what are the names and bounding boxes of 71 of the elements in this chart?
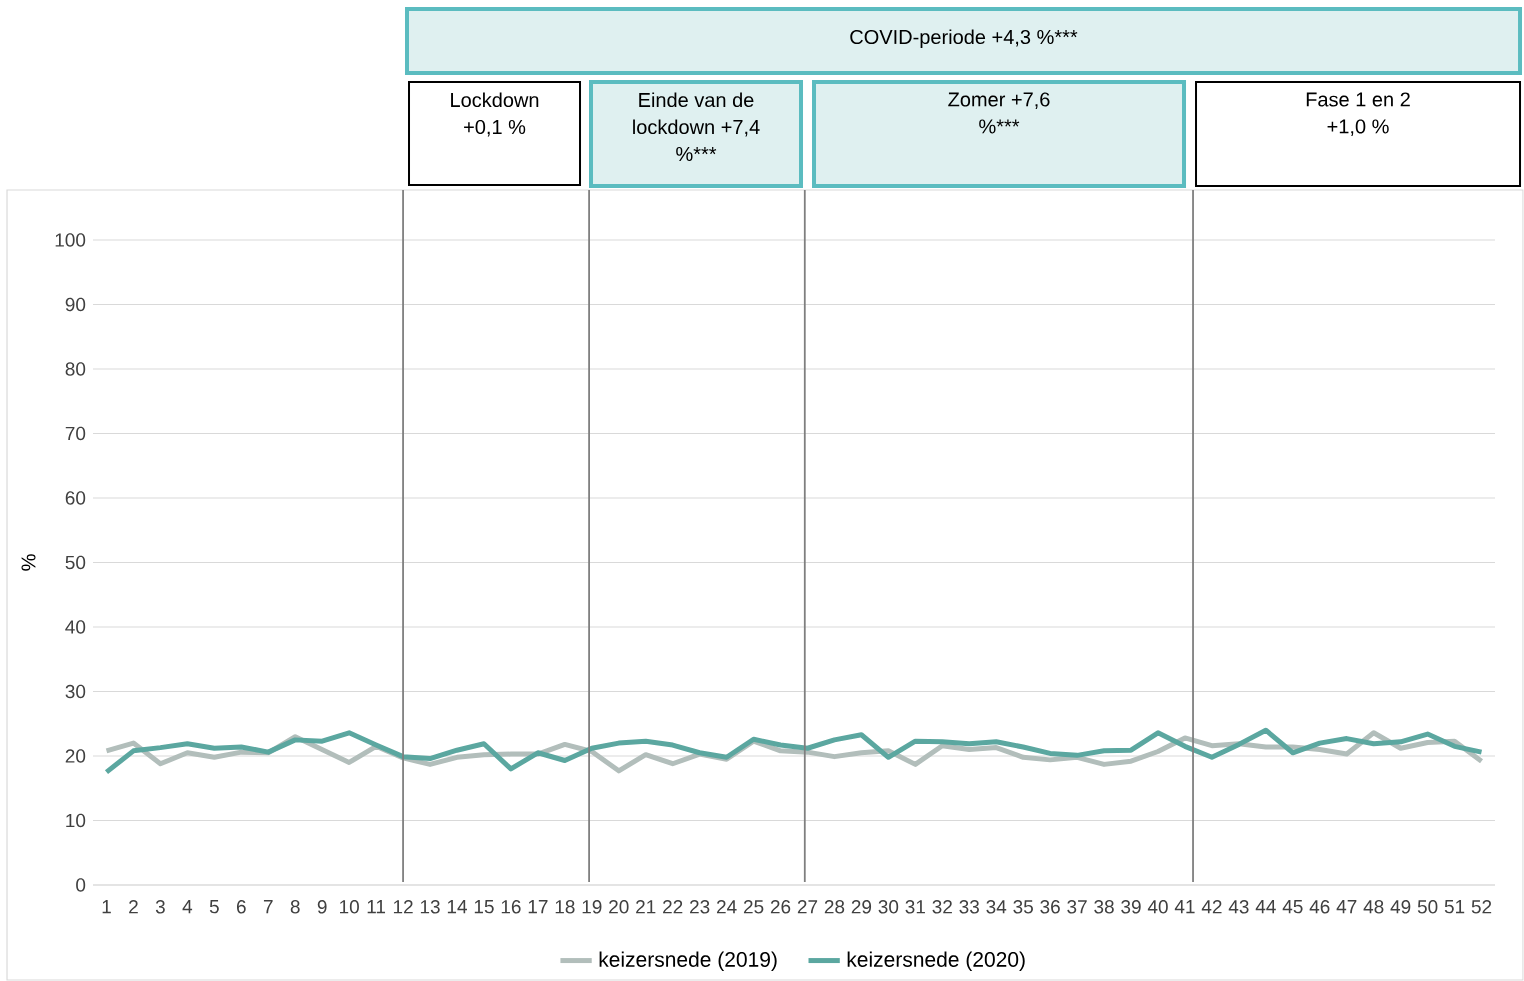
- x-tick-label: 29: [851, 900, 872, 914]
- x-tick-label: 33: [959, 900, 979, 914]
- y-tick-label: 30: [65, 684, 86, 699]
- text: Lockdown +0,1 %: [451, 92, 539, 137]
- x-tick-label: 3: [155, 900, 165, 914]
- x-tick-label: 8: [290, 900, 300, 914]
- x-tick-label: 35: [1013, 900, 1033, 914]
- x-tick-label: 45: [1282, 900, 1303, 914]
- x-tick-label: 26: [770, 900, 791, 914]
- x-tick-label: 30: [878, 900, 899, 914]
- x-tick-label: 25: [743, 900, 764, 914]
- text: Einde van de lockdown +7,4 %***: [633, 92, 760, 162]
- y-tick-label: 60: [65, 491, 86, 505]
- x-tick-label: 41: [1174, 900, 1195, 914]
- x-tick-label: 21: [636, 900, 656, 914]
- x-tick-label: 34: [986, 900, 1007, 914]
- x-tick-label: 40: [1147, 900, 1168, 914]
- x-tick-label: 2: [129, 900, 138, 914]
- x-tick-label: 50: [1417, 900, 1438, 914]
- x-tick-label: 36: [1040, 900, 1060, 914]
- x-tick-label: 12: [393, 900, 413, 914]
- x-tick-label: 44: [1255, 900, 1276, 914]
- y-tick-label: 10: [66, 813, 86, 828]
- x-tick-label: 4: [182, 900, 193, 914]
- x-tick-label: 23: [690, 900, 710, 914]
- text: COVID-periode +4,3 %***: [850, 29, 1078, 49]
- x-tick-label: 37: [1067, 900, 1087, 914]
- y-tick-label: 90: [65, 297, 86, 312]
- y-tick-label: 20: [65, 749, 86, 763]
- x-tick-label: 47: [1336, 900, 1357, 914]
- legend-label: keizersnede (2020): [847, 951, 1025, 972]
- x-tick-label: 28: [824, 900, 845, 914]
- legend-label: keizersnede (2019): [599, 951, 777, 972]
- x-tick-label: 19: [582, 900, 602, 914]
- x-tick-label: 43: [1228, 900, 1249, 914]
- x-tick-label: 42: [1201, 900, 1222, 914]
- x-tick-label: 5: [209, 900, 219, 914]
- x-tick-label: 14: [447, 900, 467, 914]
- x-tick-label: 22: [663, 900, 683, 914]
- x-tick-label: 9: [317, 900, 327, 914]
- x-tick-label: 16: [501, 900, 521, 914]
- x-tick-label: 46: [1309, 900, 1330, 914]
- x-tick-label: 17: [528, 900, 548, 914]
- x-tick-label: 10: [340, 900, 359, 914]
- x-tick-label: 49: [1390, 900, 1411, 914]
- y-tick-label: 0: [76, 878, 86, 892]
- x-tick-label: 31: [905, 900, 925, 914]
- text: Zomer +7,6 %***: [948, 92, 1050, 134]
- x-tick-label: 6: [236, 900, 246, 914]
- y-tick-label: 80: [65, 362, 86, 376]
- x-tick-label: 15: [474, 900, 494, 914]
- x-tick-label: 32: [932, 900, 952, 914]
- y-tick-label: 100: [55, 233, 86, 247]
- x-tick-label: 39: [1121, 900, 1141, 914]
- x-tick-label: 20: [609, 900, 629, 914]
- x-tick-label: 38: [1094, 900, 1114, 914]
- x-tick-label: 18: [555, 900, 575, 914]
- text: Fase 1 en 2 +1,0 %: [1306, 92, 1410, 136]
- y-axis-title: %: [21, 554, 36, 571]
- x-tick-label: 13: [420, 900, 440, 914]
- x-tick-label: 52: [1471, 900, 1492, 914]
- x-tick-label: 27: [797, 900, 818, 914]
- y-tick-label: 70: [65, 426, 86, 441]
- x-tick-label: 1: [102, 900, 111, 914]
- x-tick-label: 48: [1363, 900, 1384, 914]
- x-tick-label: 24: [716, 900, 737, 914]
- x-tick-label: 11: [367, 900, 386, 914]
- x-tick-label: 7: [263, 900, 273, 914]
- x-tick-label: 51: [1444, 900, 1465, 914]
- y-tick-label: 50: [65, 555, 86, 570]
- y-tick-label: 40: [65, 620, 86, 634]
